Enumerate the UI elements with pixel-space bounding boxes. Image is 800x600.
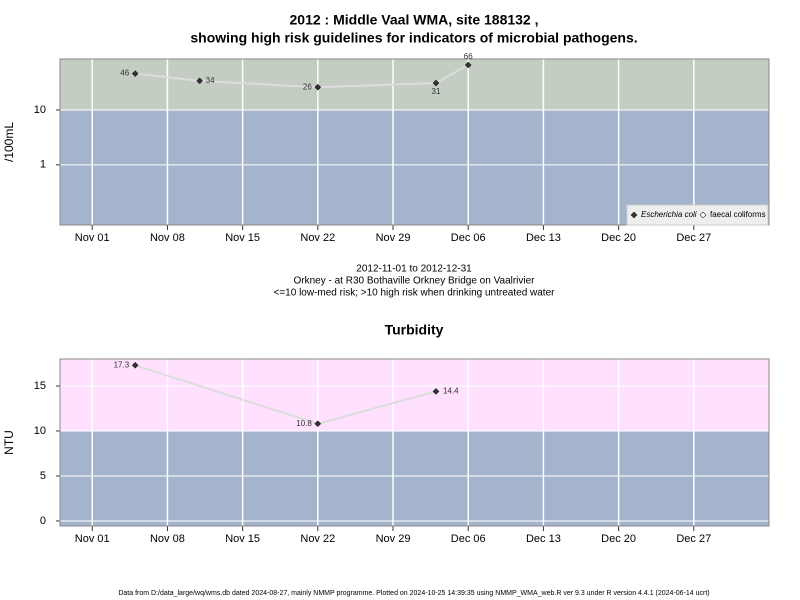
plot-frame: [59, 58, 770, 226]
legend-label: faecal coliforms: [710, 210, 766, 219]
x-tick-label: Dec 27: [676, 232, 711, 244]
x-tick-label: Nov 15: [225, 232, 260, 244]
legend-label: Escherichia coli: [641, 210, 697, 219]
data-label: 46: [120, 69, 129, 78]
note: <=10 low-med risk; >10 high risk when dr…: [274, 288, 556, 299]
y-tick-label: 10: [34, 104, 46, 116]
data-label: 14.4: [443, 387, 459, 396]
point: [464, 61, 472, 69]
band-low: [60, 430, 769, 526]
x-tick-label: Nov 08: [150, 533, 185, 545]
chart-title: 2012 : Middle Vaal WMA, site 188132 ,: [290, 12, 539, 28]
x-tick-label: Nov 15: [225, 533, 260, 545]
x-tick-label: Dec 06: [451, 232, 486, 244]
legend-marker: [630, 211, 638, 219]
x-tick-label: Nov 01: [75, 232, 110, 244]
y-tick-label: 10: [34, 425, 46, 437]
x-tick-label: Dec 06: [451, 533, 486, 545]
legend-box: [626, 204, 769, 226]
note: Orkney - at R30 Bothaville Orkney Bridge…: [293, 276, 535, 287]
x-tick-label: Nov 29: [376, 533, 411, 545]
y-axis-title: NTU: [2, 430, 16, 455]
data-label: 66: [464, 52, 473, 61]
point: [131, 361, 139, 369]
y-axis-title: /100mL: [2, 122, 16, 162]
chart-title: Turbidity: [385, 322, 444, 338]
x-tick-label: Nov 08: [150, 232, 185, 244]
note: 2012-11-01 to 2012-12-31: [356, 264, 472, 275]
data-label: 26: [303, 82, 312, 91]
footer: Data from D:/data_large/wq/wms.db dated …: [118, 590, 709, 597]
legend-marker: [699, 211, 707, 219]
x-tick-label: Nov 22: [300, 232, 335, 244]
x-tick-label: Dec 27: [676, 533, 711, 545]
point: [314, 420, 322, 428]
data-label: 17.3: [114, 360, 130, 369]
x-tick-label: Dec 13: [526, 533, 561, 545]
x-tick-label: Nov 29: [376, 232, 411, 244]
data-label: 31: [432, 87, 441, 96]
point: [196, 77, 204, 85]
chart-subtitle: showing high risk guidelines for indicat…: [190, 30, 637, 46]
band-high: [60, 359, 769, 431]
x-tick-label: Dec 20: [601, 533, 636, 545]
point: [314, 83, 322, 91]
data-label: 34: [206, 76, 215, 85]
point: [432, 388, 440, 395]
plot-frame: [59, 358, 770, 527]
y-tick-label: 15: [34, 380, 46, 392]
x-tick-label: Nov 22: [300, 533, 335, 545]
x-tick-label: Dec 13: [526, 232, 561, 244]
data-label: 10.8: [296, 419, 312, 428]
x-tick-label: Nov 01: [75, 533, 110, 545]
x-tick-label: Dec 20: [601, 232, 636, 244]
point: [432, 79, 440, 87]
legend: Escherichia coli faecal coliforms: [626, 204, 769, 226]
y-tick-label: 1: [40, 159, 46, 171]
y-tick-label: 5: [40, 470, 46, 482]
point: [131, 70, 139, 77]
y-tick-label: 0: [40, 515, 46, 527]
